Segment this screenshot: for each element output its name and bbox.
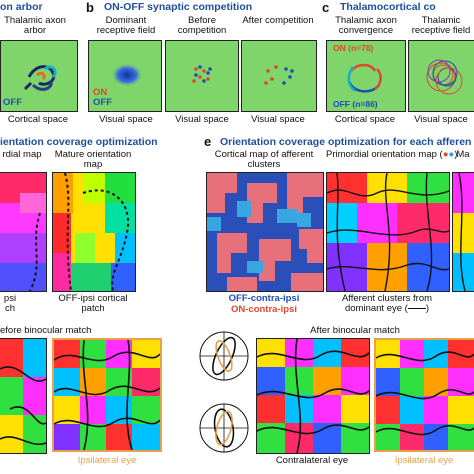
polar-plot-bottom bbox=[196, 398, 252, 458]
mature-map-graphic bbox=[53, 173, 135, 291]
mature-map-cut-graphic bbox=[453, 173, 474, 291]
panel-e-legend-off: OFF-contra-ipsi bbox=[228, 293, 300, 304]
panel-e-col3: Ma bbox=[456, 149, 470, 160]
polar-plot-top bbox=[196, 326, 252, 386]
panel-d-header: ientation coverage optimization bbox=[0, 136, 158, 148]
panel-e-col2: Primordial orientation map (●●) bbox=[326, 149, 458, 160]
panel-e-col2-end: ) bbox=[454, 149, 458, 160]
primordial-map-graphic bbox=[0, 173, 46, 291]
panel-c-col2: Thalamic receptive field bbox=[411, 15, 471, 36]
panel-c-on-label: ON (n=78) bbox=[333, 43, 374, 53]
panel-b-dominant-rf: ON OFF bbox=[88, 40, 162, 112]
orientation-map-ipsi-after-graphic bbox=[376, 340, 474, 450]
panel-d-caption-1b: ch bbox=[4, 303, 16, 314]
panel-b-on-label: ON bbox=[93, 87, 108, 98]
panel-a-header: on arbor bbox=[0, 1, 43, 13]
synapse-dots-before bbox=[192, 65, 212, 83]
row3-left-header: efore binocular match bbox=[0, 325, 92, 336]
row3-caption-ipsi-left: Ipsilateral eye bbox=[77, 455, 137, 466]
primordial-orientation-graphic bbox=[327, 173, 449, 291]
panel-b-col2: Before competition bbox=[177, 15, 227, 36]
panel-e-col1: Cortical map of afferent clusters bbox=[214, 149, 314, 170]
rf-circles-graphic bbox=[426, 59, 463, 95]
panel-e-letter: e bbox=[204, 134, 212, 149]
panel-e-primordial-map bbox=[326, 172, 450, 292]
panel-c-receptive-field bbox=[408, 40, 474, 112]
row3-right-header: After binocular match bbox=[310, 325, 400, 336]
panel-d-mature-map bbox=[52, 172, 136, 292]
panel-e-caption-2-end: ) bbox=[425, 303, 429, 314]
panel-a-subtitle: Thalamic axon arbor bbox=[4, 15, 66, 36]
panel-d-primordial-map bbox=[0, 172, 47, 292]
panel-e-legend-on: ON-contra-ipsi bbox=[231, 304, 297, 315]
panel-c-caption-2: Visual space bbox=[414, 114, 468, 125]
panel-b-after bbox=[241, 40, 317, 112]
panel-e-caption-2: Afferent clusters from dominant eye () bbox=[326, 294, 448, 314]
panel-a-caption: Cortical space bbox=[7, 114, 69, 125]
panel-c-header: Thalamocortical co bbox=[340, 1, 436, 13]
panel-b-caption-2: Visual space bbox=[175, 114, 229, 125]
panel-b-caption-1: Visual space bbox=[99, 114, 153, 125]
row3-contra-before-map bbox=[0, 338, 47, 454]
panel-c-letter: c bbox=[322, 0, 330, 15]
panel-c-off-label: OFF (n=86) bbox=[333, 99, 378, 109]
panel-b-col3: After competition bbox=[242, 15, 314, 26]
panel-b-header: ON-OFF synaptic competition bbox=[104, 1, 253, 13]
row3-ipsi-before-map bbox=[52, 338, 162, 452]
polar-plot-bottom-graphic bbox=[199, 403, 249, 453]
panel-b-letter: b bbox=[86, 0, 94, 15]
panel-e-col2-text: Primordial orientation map ( bbox=[326, 149, 443, 160]
panel-d-caption-2: OFF-ipsi cortical patch bbox=[58, 293, 128, 314]
panel-e-header: Orientation coverage optimization for ea… bbox=[220, 136, 472, 148]
panel-c-caption-1: Cortical space bbox=[334, 114, 396, 125]
panel-b-col1: Dominant receptive field bbox=[96, 15, 156, 36]
panel-c-convergence: ON (n=78) OFF (n=86) bbox=[326, 40, 406, 112]
panel-c-col1: Thalamic axon convergence bbox=[335, 15, 397, 36]
row3-contra-after-map bbox=[256, 338, 370, 454]
row3-caption-ipsi-right: Ipsilateral eye bbox=[394, 455, 454, 466]
cluster-map-graphic bbox=[207, 173, 323, 291]
panel-b-before bbox=[165, 40, 239, 112]
panel-e-cluster-map bbox=[206, 172, 324, 292]
convergence-graphic bbox=[347, 63, 382, 93]
panel-b-caption-3: Visual space bbox=[251, 114, 305, 125]
row3-caption-contra: Contralateral eye bbox=[275, 455, 349, 466]
orientation-map-contra-after-graphic bbox=[257, 339, 369, 453]
panel-a-off-label: OFF bbox=[3, 97, 22, 108]
synapse-dots-after bbox=[264, 65, 294, 85]
panel-b-off-label: OFF bbox=[93, 97, 112, 108]
panel-a-arbor: OFF bbox=[0, 40, 78, 112]
panel-e-caption-2-text: Afferent clusters from dominant eye ( bbox=[341, 293, 433, 314]
polar-plot-top-graphic bbox=[199, 331, 249, 381]
panel-e-mature-map bbox=[452, 172, 474, 292]
orientation-map-graphic bbox=[0, 339, 46, 453]
orientation-map-ipsi-graphic bbox=[54, 340, 160, 450]
panel-d-col1: rdial map bbox=[2, 149, 42, 160]
panel-d-caption-1: psi bbox=[3, 293, 17, 304]
axon-arbor-graphic bbox=[23, 65, 57, 91]
row3-ipsi-after-map bbox=[374, 338, 474, 452]
rf-blob-graphic bbox=[111, 63, 143, 87]
panel-d-col2: Mature orientation map bbox=[54, 149, 132, 170]
